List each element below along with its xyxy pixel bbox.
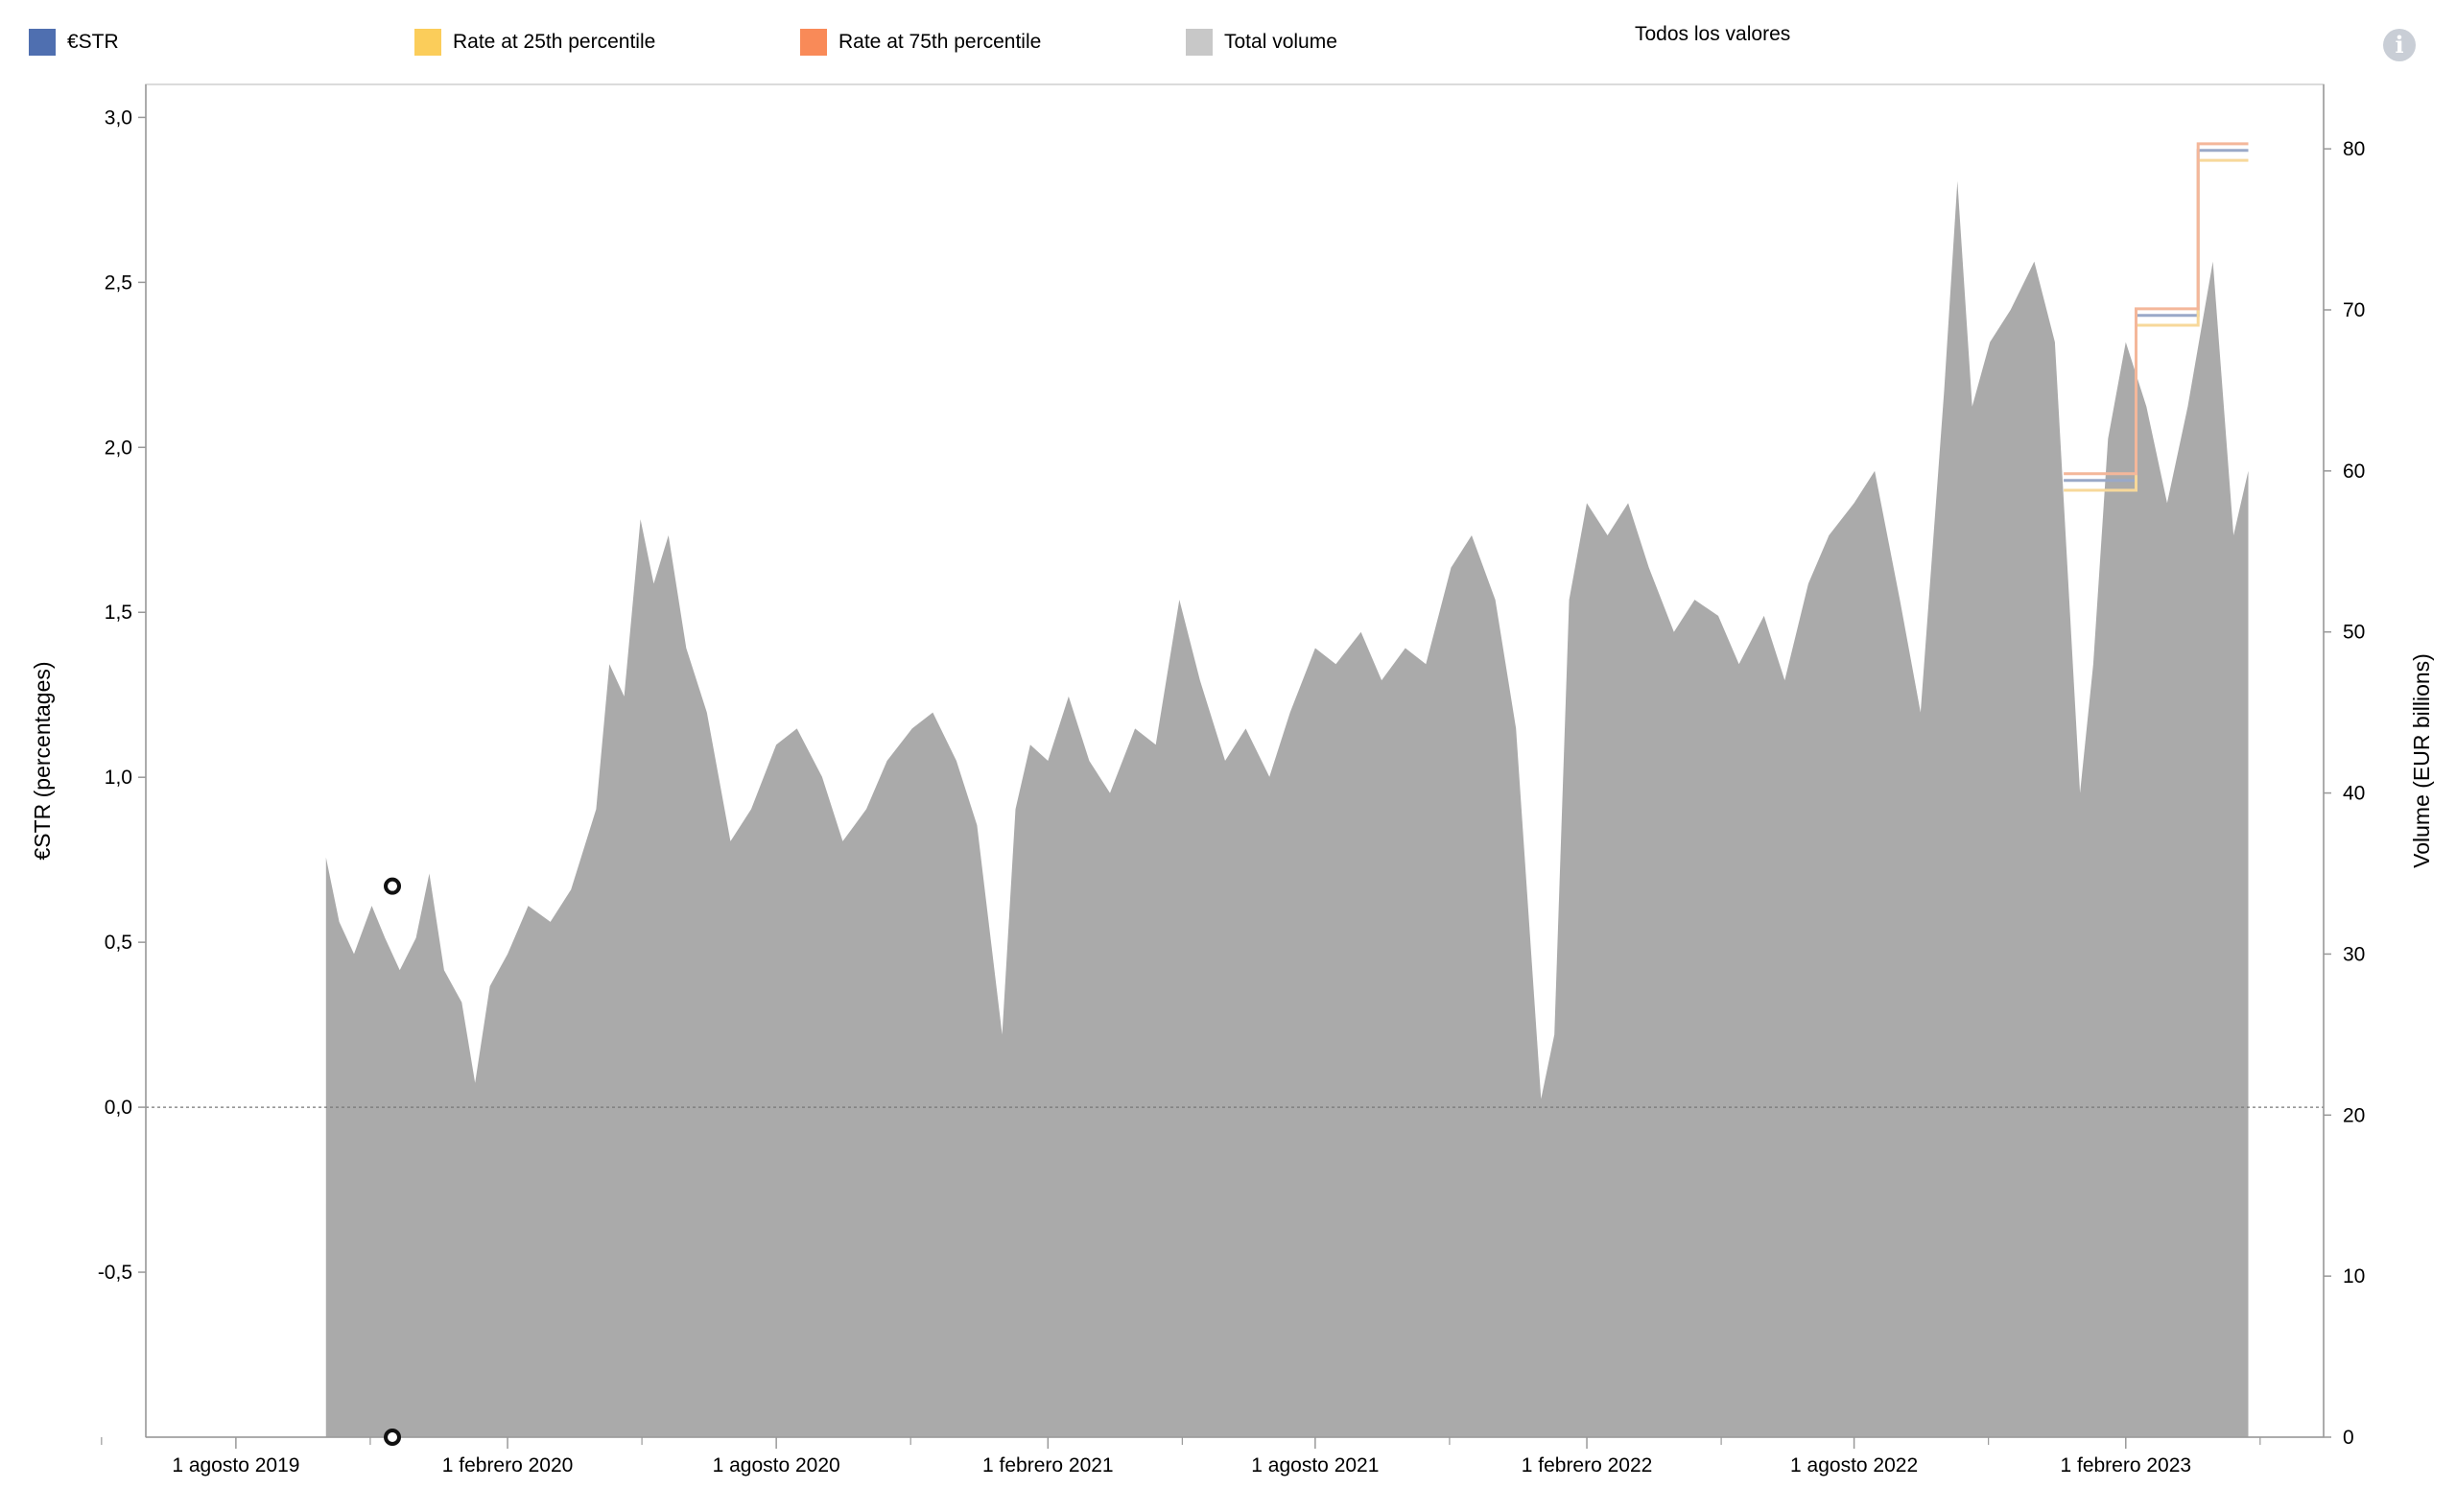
chart-legend: €STR Rate at 25th percentile Rate at 75t…: [0, 21, 2456, 67]
filter-label[interactable]: Todos los valores: [1635, 23, 1791, 45]
series-rate-1: [2064, 158, 2249, 492]
y-tick-label: 2,0: [105, 437, 132, 459]
x-tick-label: 1 agosto 2022: [1790, 1454, 1918, 1477]
y2-tick-label: 60: [2343, 461, 2365, 483]
y2-tick-label: 50: [2343, 622, 2365, 644]
legend-item-volume[interactable]: Total volume: [1186, 29, 1337, 56]
legend-swatch-estr: [29, 29, 56, 56]
y2-tick-label: 30: [2343, 943, 2365, 965]
x-tick-label: 1 agosto 2021: [1251, 1454, 1379, 1477]
legend-item-estr[interactable]: €STR: [29, 29, 119, 56]
y-tick-label: 1,5: [105, 602, 132, 624]
x-tick-label: 1 febrero 2022: [1522, 1454, 1653, 1477]
x-tick-label: 1 febrero 2021: [982, 1454, 1114, 1477]
hover-axis-marker: [384, 1429, 402, 1446]
legend-swatch-volume: [1186, 29, 1213, 56]
y2-tick-label: 0: [2343, 1427, 2354, 1449]
y-axis-title: €STR (percentages): [30, 661, 55, 860]
y2-axis-title: Volume (EUR billions): [2409, 653, 2434, 868]
legend-swatch-p75: [800, 29, 827, 56]
y-tick-label: 1,0: [105, 767, 132, 789]
x-tick-label: 1 agosto 2019: [172, 1454, 299, 1477]
x-tick-label: 1 febrero 2023: [2060, 1454, 2191, 1477]
x-tick-label: 1 febrero 2020: [442, 1454, 574, 1477]
legend-label-estr: €STR: [67, 31, 119, 53]
y2-tick-label: 10: [2343, 1265, 2365, 1288]
y2-tick-label: 80: [2343, 138, 2365, 160]
y-tick-label: 3,0: [105, 106, 132, 129]
legend-item-p75[interactable]: Rate at 75th percentile: [800, 29, 1041, 56]
series-total-volume: [325, 180, 2249, 1438]
legend-label-p25: Rate at 25th percentile: [453, 31, 656, 53]
legend-label-volume: Total volume: [1224, 31, 1337, 53]
hover-point-marker: [384, 877, 402, 895]
y-tick-label: 0,0: [105, 1097, 132, 1119]
legend-swatch-p25: [414, 29, 441, 56]
y2-tick-label: 40: [2343, 783, 2365, 805]
series-rate-0: [2064, 149, 2249, 483]
legend-item-p25[interactable]: Rate at 25th percentile: [414, 29, 655, 56]
x-tick-label: 1 agosto 2020: [713, 1454, 840, 1477]
y-tick-label: -0,5: [98, 1262, 132, 1284]
y-tick-label: 0,5: [105, 932, 132, 954]
y-tick-label: 2,5: [105, 272, 132, 294]
info-icon[interactable]: i: [2383, 29, 2416, 61]
y2-tick-label: 20: [2343, 1104, 2365, 1126]
series-rate-2: [2064, 142, 2249, 476]
y2-tick-label: 70: [2343, 299, 2365, 321]
legend-label-p75: Rate at 75th percentile: [838, 31, 1042, 53]
